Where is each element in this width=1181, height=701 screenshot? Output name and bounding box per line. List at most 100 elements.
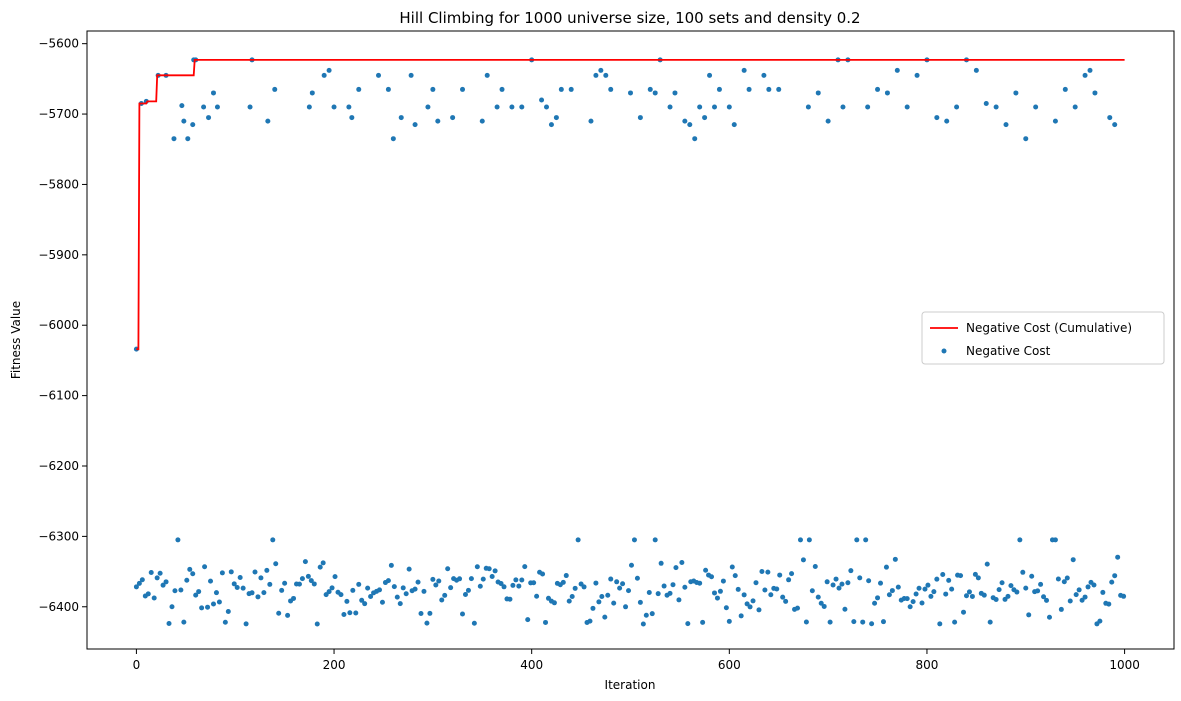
scatter-point bbox=[341, 612, 347, 618]
scatter-point bbox=[943, 591, 949, 597]
scatter-point bbox=[620, 581, 626, 587]
scatter-point bbox=[206, 115, 212, 121]
scatter-point bbox=[1038, 581, 1044, 587]
scatter-point bbox=[359, 597, 365, 603]
scatter-point bbox=[946, 577, 952, 583]
scatter-point bbox=[234, 585, 240, 591]
scatter-point bbox=[1106, 601, 1112, 607]
scatter-point bbox=[199, 605, 205, 611]
chart-title: Hill Climbing for 1000 universe size, 10… bbox=[399, 9, 860, 27]
scatter-point bbox=[845, 580, 851, 586]
scatter-point bbox=[647, 86, 653, 92]
scatter-point bbox=[658, 560, 664, 566]
scatter-point bbox=[309, 90, 315, 96]
scatter-point bbox=[780, 594, 786, 600]
legend-point-swatch bbox=[941, 348, 947, 354]
scatter-point bbox=[560, 579, 566, 585]
scatter-point bbox=[1064, 575, 1070, 581]
scatter-point bbox=[672, 90, 678, 96]
scatter-point bbox=[163, 579, 169, 585]
scatter-point bbox=[904, 596, 910, 602]
scatter-point bbox=[397, 601, 403, 607]
scatter-point bbox=[346, 104, 352, 110]
scatter-point bbox=[558, 86, 564, 92]
scatter-point bbox=[181, 619, 187, 625]
scatter-point bbox=[786, 577, 792, 583]
scatter-point bbox=[746, 86, 752, 92]
scatter-point bbox=[883, 564, 889, 570]
scatter-point bbox=[937, 621, 943, 627]
scatter-point bbox=[716, 86, 722, 92]
y-tick-label: −6200 bbox=[38, 459, 79, 473]
scatter-point bbox=[507, 596, 513, 602]
scatter-point bbox=[1008, 583, 1014, 589]
scatter-point bbox=[603, 72, 609, 78]
scatter-point bbox=[581, 584, 587, 590]
scatter-point bbox=[919, 600, 925, 606]
scatter-point bbox=[368, 594, 374, 600]
scatter-point bbox=[412, 122, 418, 128]
scatter-point bbox=[731, 122, 737, 128]
scatter-point bbox=[1005, 593, 1011, 599]
scatter-point bbox=[243, 621, 249, 627]
scatter-point bbox=[365, 585, 371, 591]
scatter-point bbox=[1026, 612, 1032, 618]
scatter-point bbox=[306, 104, 312, 110]
scatter-point bbox=[717, 588, 723, 594]
scatter-point bbox=[1062, 86, 1068, 92]
scatter-point bbox=[276, 610, 282, 616]
y-tick-label: −5900 bbox=[38, 248, 79, 262]
scatter-point bbox=[474, 564, 480, 570]
scatter-point bbox=[913, 591, 919, 597]
scatter-point bbox=[265, 118, 271, 124]
scatter-point bbox=[1046, 614, 1052, 620]
scatter-point bbox=[634, 575, 640, 581]
scatter-point bbox=[494, 104, 500, 110]
scatter-point bbox=[643, 612, 649, 618]
scatter-point bbox=[768, 592, 774, 598]
scatter-point bbox=[827, 619, 833, 625]
scatter-point bbox=[1061, 579, 1067, 585]
scatter-point bbox=[489, 573, 495, 579]
scatter-point bbox=[484, 72, 490, 78]
scatter-lower-cluster bbox=[133, 537, 1127, 627]
scatter-point bbox=[599, 594, 605, 600]
scatter-point bbox=[840, 104, 846, 110]
scatter-point bbox=[540, 571, 546, 577]
scatter-point bbox=[403, 591, 409, 597]
scatter-point bbox=[344, 598, 350, 604]
scatter-point bbox=[148, 570, 154, 576]
scatter-point bbox=[925, 582, 931, 588]
scatter-point bbox=[797, 537, 803, 543]
scatter-point bbox=[388, 562, 394, 568]
scatter-point bbox=[707, 72, 713, 78]
scatter-point bbox=[406, 566, 412, 572]
scatter-point bbox=[563, 573, 569, 579]
scatter-point bbox=[433, 582, 439, 588]
scatter-point bbox=[572, 585, 578, 591]
scatter-point bbox=[1076, 587, 1082, 593]
scatter-point bbox=[880, 619, 886, 625]
scatter-point bbox=[566, 598, 572, 604]
scatter-point bbox=[851, 619, 857, 625]
scatter-point bbox=[726, 618, 732, 624]
scatter-point bbox=[1052, 537, 1058, 543]
scatter-point bbox=[830, 582, 836, 588]
scatter-point bbox=[187, 566, 193, 572]
y-tick-label: −6100 bbox=[38, 389, 79, 403]
scatter-point bbox=[803, 619, 809, 625]
scatter-point bbox=[190, 571, 196, 577]
scatter-point bbox=[1115, 554, 1121, 560]
scatter-point bbox=[425, 104, 431, 110]
scatter-point bbox=[430, 86, 436, 92]
scatter-point bbox=[1100, 589, 1106, 595]
scatter-point bbox=[1055, 576, 1061, 582]
scatter-point bbox=[1044, 597, 1050, 603]
scatter-point bbox=[753, 580, 759, 586]
legend: Negative Cost (Cumulative) Negative Cost bbox=[921, 311, 1165, 365]
scatter-point bbox=[762, 587, 768, 593]
scatter-point bbox=[1112, 122, 1118, 128]
scatter-point bbox=[963, 593, 969, 599]
scatter-point bbox=[934, 115, 940, 121]
scatter-point bbox=[1067, 598, 1073, 604]
